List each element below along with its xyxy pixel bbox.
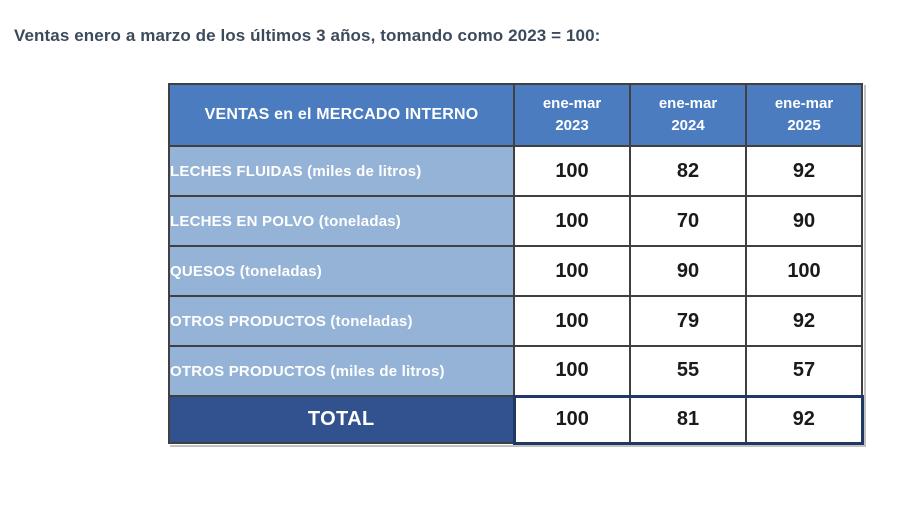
page-title: Ventas enero a marzo de los últimos 3 añ…: [14, 26, 601, 45]
value-cell: 57: [745, 345, 863, 397]
value-cell: 70: [629, 195, 747, 247]
col-header-2024-period: ene-mar: [658, 94, 718, 112]
value-cell: 92: [745, 295, 863, 347]
col-header-2025: ene-mar 2025: [745, 83, 863, 147]
value-cell: 100: [513, 195, 631, 247]
row-label: OTROS PRODUCTOS (miles de litros): [168, 345, 515, 397]
table-row-otros-productos-toneladas: OTROS PRODUCTOS (toneladas) 100 79 92: [168, 295, 863, 347]
table-total-row: TOTAL 100 81 92: [168, 394, 864, 445]
value-cell: 100: [745, 245, 863, 297]
col-header-2024: ene-mar 2024: [629, 83, 747, 147]
col-header-2023-year: 2023: [555, 117, 589, 134]
total-value-cell: 81: [629, 394, 747, 445]
table-row-otros-productos-litros: OTROS PRODUCTOS (miles de litros) 100 55…: [168, 345, 863, 397]
row-label: LECHES EN POLVO (toneladas): [168, 195, 515, 247]
table-row-leches-fluidas: LECHES FLUIDAS (miles de litros) 100 82 …: [168, 145, 863, 197]
total-value-cell: 100: [512, 394, 631, 445]
value-cell: 100: [513, 295, 631, 347]
total-row-label: TOTAL: [168, 395, 515, 444]
col-header-2023-period: ene-mar: [542, 94, 602, 112]
value-cell: 100: [513, 245, 631, 297]
total-value-cell: 92: [745, 394, 864, 445]
col-header-2025-period: ene-mar: [774, 94, 834, 112]
row-label: LECHES FLUIDAS (miles de litros): [168, 145, 515, 197]
value-cell: 100: [513, 145, 631, 197]
table-row-leches-en-polvo: LECHES EN POLVO (toneladas) 100 70 90: [168, 195, 863, 247]
value-cell: 92: [745, 145, 863, 197]
col-header-2023: ene-mar 2023: [513, 83, 631, 147]
table-header-row: VENTAS en el MERCADO INTERNO ene-mar 202…: [168, 83, 863, 147]
value-cell: 55: [629, 345, 747, 397]
value-cell: 79: [629, 295, 747, 347]
value-cell: 82: [629, 145, 747, 197]
table-row-quesos: QUESOS (toneladas) 100 90 100: [168, 245, 863, 297]
table-corner-header: VENTAS en el MERCADO INTERNO: [168, 83, 515, 147]
sales-index-table: VENTAS en el MERCADO INTERNO ene-mar 202…: [168, 83, 864, 445]
row-label: OTROS PRODUCTOS (toneladas): [168, 295, 515, 347]
col-header-2024-year: 2024: [671, 117, 705, 134]
value-cell: 90: [629, 245, 747, 297]
value-cell: 100: [513, 345, 631, 397]
value-cell: 90: [745, 195, 863, 247]
row-label: QUESOS (toneladas): [168, 245, 515, 297]
col-header-2025-year: 2025: [787, 117, 821, 134]
